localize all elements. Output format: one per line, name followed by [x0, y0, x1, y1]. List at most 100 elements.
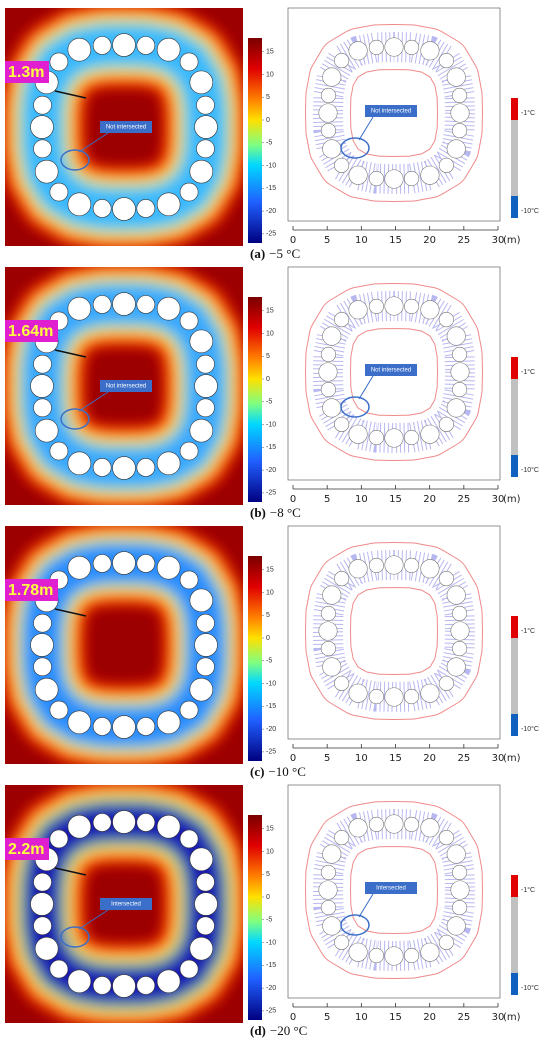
pile: [420, 942, 440, 962]
colorbar-tick-label: -5: [266, 399, 272, 406]
x-tick-label: 5: [324, 1012, 330, 1023]
pile: [404, 948, 420, 964]
colorbar-tick-label: 10: [266, 848, 274, 855]
pile: [420, 165, 440, 185]
pile: [33, 398, 52, 418]
pile: [67, 451, 92, 476]
caption: (c) −10 °C: [250, 764, 306, 779]
temperature-field: [5, 267, 243, 505]
annotation-ellipse: [60, 149, 90, 171]
pile: [334, 416, 350, 432]
pile: [322, 844, 342, 864]
pile: [34, 418, 59, 443]
pile: [368, 948, 384, 964]
pile: [34, 936, 59, 961]
pile: [438, 157, 454, 173]
pile: [179, 959, 199, 979]
pile: [450, 621, 470, 641]
pile: [33, 657, 52, 677]
pile: [92, 813, 112, 832]
annotation-box: [100, 121, 152, 133]
pile: [156, 192, 181, 217]
pile: [322, 657, 342, 677]
x-tick-label: 10: [355, 235, 368, 246]
pile: [30, 374, 54, 398]
annotation-text: Not intersected: [106, 384, 146, 390]
annotation-ellipse: [340, 914, 370, 936]
pile: [33, 872, 52, 892]
x-tick-label: 15: [389, 494, 402, 505]
colorbar-tick-label: -25: [266, 1008, 276, 1015]
colorbar-tick-label: 10: [266, 589, 274, 596]
colorbar-tick-label: -10: [266, 939, 276, 946]
pile: [452, 864, 468, 880]
pile: [438, 571, 454, 587]
pile: [368, 298, 384, 314]
pile: [450, 103, 470, 123]
legend-warm: [511, 98, 518, 120]
pile: [404, 39, 420, 55]
x-tick-label: 15: [389, 235, 402, 246]
pile: [189, 588, 214, 613]
pile: [320, 87, 336, 103]
annotation-arrow: [78, 132, 109, 153]
pile: [446, 657, 466, 677]
colorbar-tick-label: -20: [266, 726, 276, 733]
pile: [189, 936, 214, 961]
thickness-line: [54, 349, 87, 358]
pile: [320, 864, 336, 880]
pile: [156, 814, 181, 839]
colorbar: [248, 556, 262, 761]
x-tick-label: 5: [324, 494, 330, 505]
x-tick-label: 30: [492, 494, 505, 505]
pile: [136, 717, 156, 736]
pile: [420, 818, 440, 838]
pile: [320, 605, 336, 621]
legend-mid: [511, 897, 518, 973]
colorbar-tick-label: 5: [266, 94, 270, 101]
pile: [404, 689, 420, 705]
pile: [384, 296, 404, 316]
x-tick-label: 20: [423, 1012, 436, 1023]
pile: [194, 115, 218, 139]
pile: [189, 70, 214, 95]
legend-mid: [511, 120, 518, 196]
pile: [404, 171, 420, 187]
pile: [438, 312, 454, 328]
thickness-box: [5, 579, 58, 601]
x-tick-label: 0: [290, 494, 296, 505]
x-tick-label: 15: [389, 753, 402, 764]
pile: [368, 689, 384, 705]
pile: [156, 969, 181, 994]
colorbar-tick-label: 15: [266, 826, 274, 833]
pile: [196, 354, 215, 374]
pile: [156, 451, 181, 476]
pile: [136, 199, 156, 218]
temperature-field: [5, 8, 243, 246]
annotation-box: [365, 105, 417, 117]
pile: [49, 700, 69, 720]
pile: [196, 657, 215, 677]
pile: [112, 456, 136, 480]
pile: [179, 441, 199, 461]
thickness-label: 1.64m: [8, 323, 53, 340]
pile: [318, 621, 338, 641]
legend-warm: [511, 616, 518, 638]
pile: [452, 382, 468, 398]
pile: [334, 675, 350, 691]
x-tick-label: 30: [492, 1012, 505, 1023]
x-tick-label: 10: [355, 753, 368, 764]
x-tick-label: 20: [423, 235, 436, 246]
thickness-box: [5, 320, 58, 342]
temperature-field: [5, 526, 243, 764]
pile: [318, 103, 338, 123]
pile: [348, 818, 368, 838]
annotation-arrow: [78, 909, 109, 930]
colorbar-tick-label: -5: [266, 917, 272, 924]
pile: [30, 892, 54, 916]
colorbar-tick-label: -25: [266, 749, 276, 756]
pile: [196, 916, 215, 936]
colorbar-tick-label: -25: [266, 490, 276, 497]
annotation-ellipse: [60, 408, 90, 430]
